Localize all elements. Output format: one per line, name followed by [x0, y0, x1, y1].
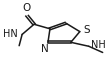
Text: O: O — [22, 3, 30, 13]
Text: HN: HN — [3, 29, 18, 39]
Text: N: N — [41, 44, 49, 54]
Text: S: S — [84, 25, 90, 35]
Text: NH: NH — [91, 40, 106, 50]
